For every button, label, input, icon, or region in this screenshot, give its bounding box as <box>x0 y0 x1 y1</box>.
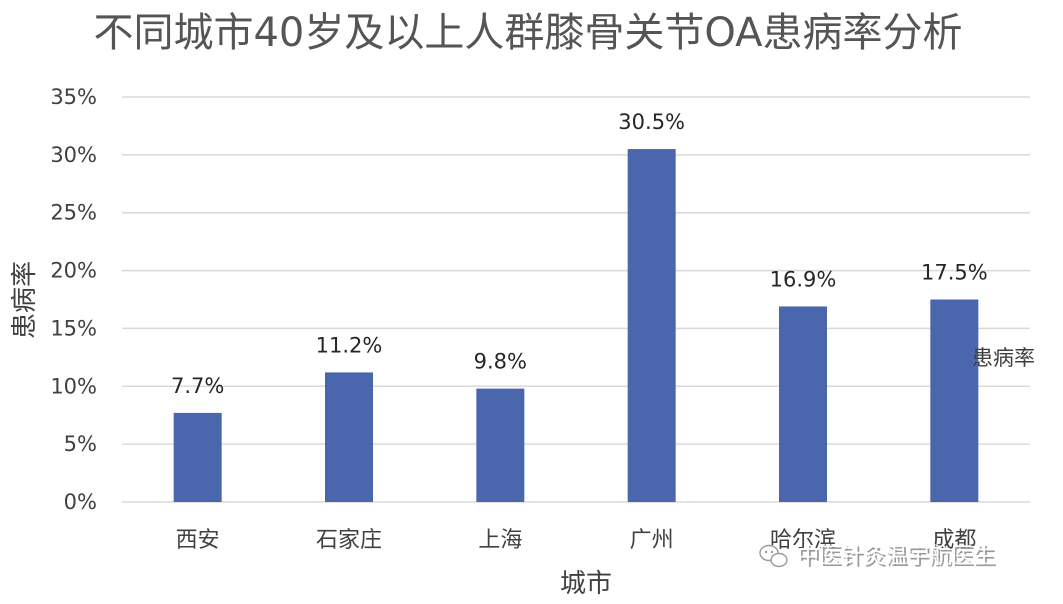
watermark-text-shadow: 中医针灸温宇航医生 <box>799 546 997 571</box>
gridlines <box>122 96 1030 503</box>
x-tick-label: 石家庄 <box>316 528 382 553</box>
data-labels: 7.7% 11.2% 9.8% 30.5% 16.9% 17.5% <box>171 110 988 398</box>
bar <box>173 412 222 502</box>
bar <box>627 149 676 503</box>
data-label: 30.5% <box>618 110 685 134</box>
y-tick-label: 20% <box>50 259 97 283</box>
data-label: 7.7% <box>171 374 224 398</box>
x-axis-label: 城市 <box>560 569 612 599</box>
bar <box>930 299 979 502</box>
wechat-icon <box>759 544 788 568</box>
x-tick-label: 上海 <box>478 528 522 553</box>
data-label: 9.8% <box>474 350 527 374</box>
x-tick-label: 西安 <box>176 528 220 553</box>
x-tick-label: 广州 <box>630 528 674 553</box>
watermark-text: 中医针灸温宇航医生 <box>797 544 995 569</box>
y-tick-label: 25% <box>50 201 97 225</box>
bar <box>779 306 827 502</box>
y-tick-label: 0% <box>64 490 97 514</box>
watermark: 中医针灸温宇航医生 中医针灸温宇航医生 <box>759 544 997 571</box>
data-label: 16.9% <box>770 267 837 291</box>
y-tick-label: 30% <box>50 143 97 167</box>
chart-title: 不同城市40岁及以上人群膝骨关节OA患病率分析 <box>93 10 962 56</box>
bar <box>325 372 373 502</box>
data-label: 17.5% <box>921 261 988 285</box>
legend-entry: 患病率 <box>972 346 1035 370</box>
bar <box>476 388 525 502</box>
data-label: 11.2% <box>316 333 383 357</box>
bars <box>173 149 979 503</box>
x-tick-label: 成都 <box>932 528 976 553</box>
x-tick-label: 哈尔滨 <box>770 528 836 553</box>
y-tick-labels: 0% 5% 10% 15% 20% 25% 30% 35% <box>50 85 97 514</box>
y-tick-label: 15% <box>50 316 97 340</box>
x-tick-labels: 西安 石家庄 上海 广州 哈尔滨 成都 <box>176 528 977 553</box>
y-axis-label: 患病率 <box>10 261 40 339</box>
y-tick-label: 10% <box>50 374 97 398</box>
y-tick-label: 5% <box>64 432 97 456</box>
y-tick-label: 35% <box>50 85 97 109</box>
